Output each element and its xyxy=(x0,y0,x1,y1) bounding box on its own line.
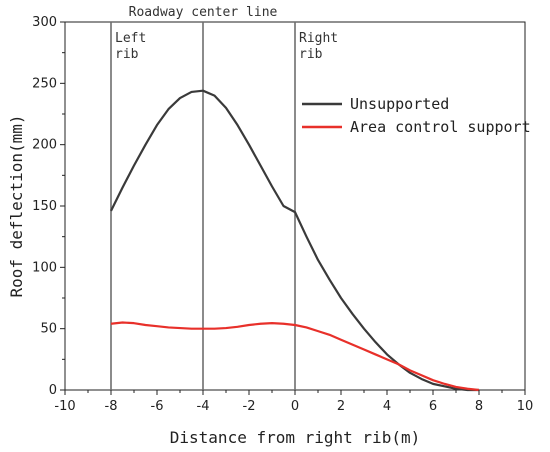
y-tick-label: 100 xyxy=(32,260,57,275)
reference-line-label: rib xyxy=(115,47,139,62)
x-tick-label: -8 xyxy=(105,399,118,414)
reference-line-label: rib xyxy=(299,47,323,62)
x-tick-label: 2 xyxy=(337,399,345,414)
reference-line-label: Left xyxy=(115,31,146,46)
y-tick-label: 200 xyxy=(32,138,57,153)
legend-label: Area control support xyxy=(350,118,531,136)
x-tick-label: 8 xyxy=(475,399,483,414)
reference-line-label: Right xyxy=(299,31,338,46)
reference-line-label: Roadway center line xyxy=(129,5,278,20)
y-tick-label: 0 xyxy=(49,383,57,398)
y-tick-label: 150 xyxy=(32,199,57,214)
x-tick-label: -4 xyxy=(197,399,210,414)
x-tick-label: -6 xyxy=(151,399,164,414)
x-axis-title: Distance from right rib(m) xyxy=(170,428,420,447)
y-axis-title: Roof deflection(mm) xyxy=(7,114,26,297)
x-tick-label: 4 xyxy=(383,399,391,414)
series-layer xyxy=(110,89,480,392)
x-tick-label: 0 xyxy=(291,399,299,414)
series-line-0 xyxy=(110,89,479,392)
legend-label: Unsupported xyxy=(350,95,449,113)
series-line-1 xyxy=(110,321,480,392)
y-tick-label: 50 xyxy=(40,322,57,337)
x-tick-label: 10 xyxy=(517,399,534,414)
y-tick-label: 250 xyxy=(32,76,57,91)
x-tick-label: -2 xyxy=(243,399,256,414)
legend: Unsupported Area control support xyxy=(302,95,531,136)
x-tick-label: -10 xyxy=(54,399,75,414)
y-tick-label: 300 xyxy=(32,15,57,30)
x-tick-label: 6 xyxy=(429,399,437,414)
